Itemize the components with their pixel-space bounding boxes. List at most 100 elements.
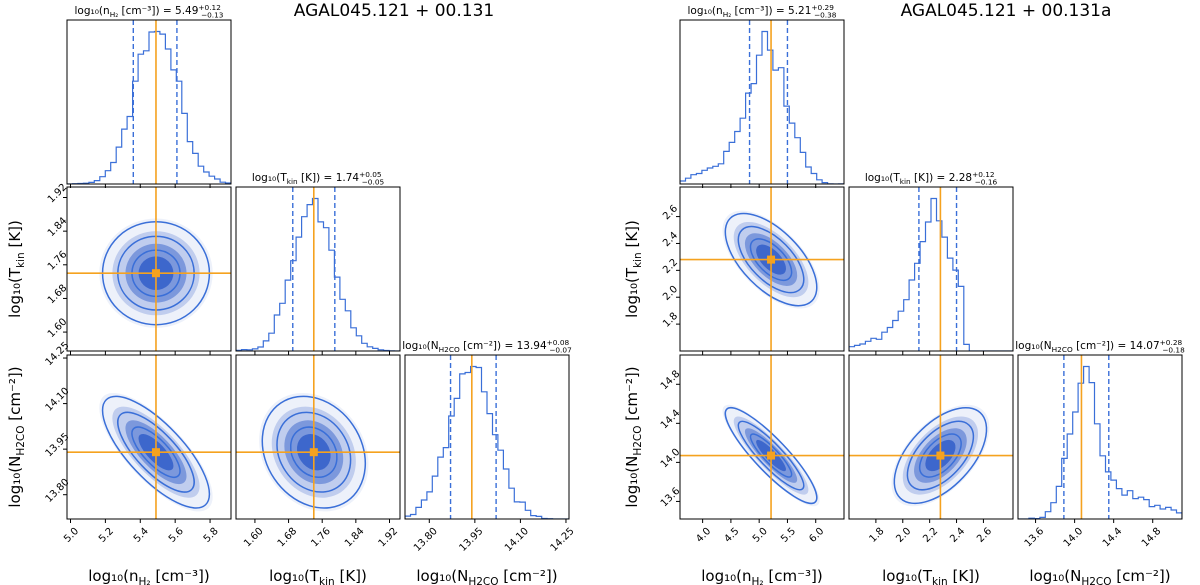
panel-title-log10_n_H2: log₁₀(nH₂ [cm⁻³]) = 5.49+0.12 −0.13 <box>75 3 224 20</box>
panel-content <box>849 187 1013 351</box>
contour-line <box>724 212 818 307</box>
truth-marker <box>151 448 160 457</box>
x-axis-label-log10_n_H2: log₁₀(nH₂ [cm⁻³]) <box>88 567 210 585</box>
contour-line <box>918 433 962 478</box>
panel-title-log10_n_H2-subscript: H₂ <box>110 10 119 19</box>
panel-title-log10_n_H2-rest: [cm⁻³]) = 5.21 <box>731 5 811 17</box>
x-tick-label: 5.8 <box>202 526 221 545</box>
x-axis-label-log10_n_H2-main: log₁₀(n <box>701 567 751 585</box>
panel-2-2: log₁₀(NH2CO [cm⁻²]) = 14.07+0.28 −0.18 13.… <box>1015 338 1185 549</box>
panel-frame <box>66 354 232 520</box>
panel-1-1: log₁₀(Tkin [K]) = 1.74+0.05 −0.05 <box>235 170 401 355</box>
contour-line <box>101 395 211 509</box>
panel-0-0: log₁₀(nH₂ [cm⁻³]) = 5.21+0.29 −0.38 <box>679 3 845 188</box>
panel-1-0: 1.60 1.68 1.76 1.84 1.92 <box>46 182 232 355</box>
x-axis-label-log10_n_H2-rest: [cm⁻³]) <box>764 567 823 585</box>
y-axis-label-log10_N_H2CO-main: log₁₀(N <box>6 456 24 508</box>
panel-content <box>236 187 400 351</box>
x-tick-label: 5.5 <box>779 526 798 545</box>
x-axis-label-log10_T_kin-subscript: kin <box>932 576 948 585</box>
x-tick-label: 5.0 <box>751 526 770 545</box>
panel-title-log10_N_H2CO-rest: [cm⁻²]) = 14.07 <box>1073 340 1160 352</box>
x-axis-label-log10_N_H2CO-rest: [cm⁻²]) <box>499 567 558 585</box>
y-axis-label-log10_T_kin: log₁₀(Tkin [K]) <box>6 220 27 318</box>
x-tick-label: 2.0 <box>894 526 913 545</box>
panel-title-log10_n_H2-main: log₁₀(n <box>688 5 723 17</box>
panel-frame <box>679 19 845 185</box>
x-tick-label: 5.2 <box>97 526 116 545</box>
panel-frame <box>679 354 845 520</box>
panel-content <box>67 187 231 351</box>
panel-title-log10_N_H2CO-subscript: H2CO <box>439 345 460 354</box>
histogram-log10_N_H2CO <box>405 365 569 519</box>
x-tick-label: 1.84 <box>343 526 367 550</box>
y-axis-label-log10_N_H2CO-subscript: H2CO <box>15 425 27 455</box>
x-tick-label: 4.5 <box>723 526 742 545</box>
y-axis-label-log10_T_kin-main: log₁₀(T <box>6 267 24 318</box>
x-tick-label: 2.2 <box>921 526 940 545</box>
panel-title-log10_N_H2CO: log₁₀(NH2CO [cm⁻²]) = 14.07+0.28 −0.18 <box>1015 338 1185 355</box>
contour-line <box>749 433 793 478</box>
histogram-log10_n_H2 <box>680 30 844 184</box>
y-tick-label: 2.4 <box>661 230 680 249</box>
y-axis-label-log10_T_kin-main: log₁₀(T <box>623 267 641 318</box>
x-tick-label: 2.6 <box>975 526 994 545</box>
contour-line <box>131 426 181 478</box>
y-tick-label: 14.8 <box>659 369 683 393</box>
panel-2-1: 1.8 2.0 2.2 2.4 2.6 <box>848 354 1014 545</box>
panel-title-log10_n_H2-upper-error: +0.29 <box>811 3 834 12</box>
panel-frame <box>679 186 845 352</box>
y-axis-label-log10_T_kin: log₁₀(Tkin [K]) <box>623 220 644 318</box>
y-axis-label-log10_N_H2CO-rest: [cm⁻²]) <box>6 366 24 425</box>
panel-content <box>67 20 231 184</box>
x-axis-label-log10_T_kin-main: log₁₀(T <box>882 567 933 585</box>
x-tick-label: 14.25 <box>549 526 577 554</box>
panel-title-log10_n_H2-upper-error: +0.12 <box>198 3 221 12</box>
y-tick-label: 2.0 <box>661 284 680 303</box>
x-axis-label-log10_T_kin-rest: [K]) <box>335 567 367 585</box>
panel-title-log10_N_H2CO-upper-error: +0.28 <box>1160 338 1183 347</box>
panel-frame <box>66 19 232 185</box>
y-axis-label-log10_T_kin-subscript: kin <box>632 252 644 268</box>
panel-title-log10_T_kin-subscript: kin <box>900 177 911 186</box>
panel-content <box>680 355 844 519</box>
panel-title-log10_n_H2-lower-error: −0.13 <box>201 11 224 20</box>
contour-line <box>893 406 988 505</box>
histogram-log10_n_H2 <box>67 30 231 184</box>
panel-1-1: log₁₀(Tkin [K]) = 2.28+0.12 −0.16 <box>848 170 1014 355</box>
panel-title-log10_n_H2-main: log₁₀(n <box>75 5 110 17</box>
x-tick-label: 13.95 <box>457 526 485 554</box>
panel-title-log10_T_kin: log₁₀(Tkin [K]) = 2.28+0.12 −0.16 <box>865 170 998 187</box>
y-tick-label: 1.76 <box>46 249 70 273</box>
histogram-log10_T_kin <box>236 197 400 351</box>
x-tick-label: 14.8 <box>1140 526 1164 550</box>
panel-frame <box>404 354 570 520</box>
contour-line <box>276 411 352 493</box>
truth-marker <box>936 451 945 460</box>
panel-title-log10_N_H2CO-subscript: H2CO <box>1052 345 1073 354</box>
panel-title-log10_T_kin-main: log₁₀(T <box>865 172 901 184</box>
panel-content <box>849 355 1013 519</box>
x-tick-label: 1.60 <box>242 526 266 550</box>
chart-title: AGAL045.121 + 00.131 <box>294 1 494 21</box>
histogram-log10_T_kin <box>849 197 1013 351</box>
x-tick-label: 6.0 <box>807 526 826 545</box>
panel-frame <box>848 354 1014 520</box>
x-tick-label: 5.0 <box>62 526 81 545</box>
y-tick-label: 1.8 <box>661 311 680 330</box>
panel-title-log10_T_kin-lower-error: −0.16 <box>975 178 998 187</box>
y-axis-label-log10_N_H2CO-rest: [cm⁻²]) <box>623 366 641 425</box>
x-tick-label: 13.80 <box>412 526 440 554</box>
corner-plot-1: AGAL045.121 + 00.131 log₁₀(nH₂ [cm⁻³]) = … <box>6 1 577 585</box>
x-axis-label-log10_N_H2CO-main: log₁₀(N <box>416 567 468 585</box>
x-axis-label-log10_T_kin-subscript: kin <box>319 576 335 585</box>
panel-2-1: 1.60 1.68 1.76 1.84 1.92 <box>235 354 401 550</box>
contour-line <box>737 420 805 491</box>
y-axis-label-log10_N_H2CO: log₁₀(NH2CO [cm⁻²]) <box>6 366 27 507</box>
panel-content <box>1018 355 1182 519</box>
panel-content <box>405 355 569 519</box>
y-tick-label: 2.2 <box>661 257 680 276</box>
contour-line <box>737 225 805 294</box>
truth-marker <box>151 269 160 278</box>
x-axis-label-log10_N_H2CO-main: log₁₀(N <box>1029 567 1081 585</box>
